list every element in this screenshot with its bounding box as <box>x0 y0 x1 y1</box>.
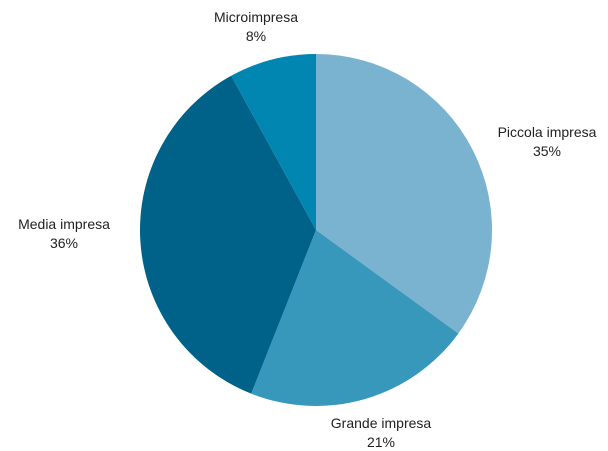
slice-value-label: 35% <box>533 143 561 159</box>
slice-value-label: 36% <box>50 235 78 251</box>
pie-slice-microimpresa <box>231 54 316 230</box>
slice-labels: Piccola impresa 35% Grande impresa 21% Media… <box>18 9 597 450</box>
slice-label: Media impresa <box>18 216 110 232</box>
slice-value-label: 21% <box>367 434 395 450</box>
pie-slice-grande-impresa <box>251 230 459 407</box>
slice-label: Microimpresa <box>214 9 298 25</box>
slice-label: Grande impresa <box>331 415 432 431</box>
pie-slices <box>139 54 493 407</box>
slice-label: Piccola impresa <box>498 124 597 140</box>
slice-value-label: 8% <box>246 28 266 44</box>
pie-slice-media-impresa <box>139 75 316 394</box>
pie-slice-piccola-impresa <box>316 54 493 334</box>
